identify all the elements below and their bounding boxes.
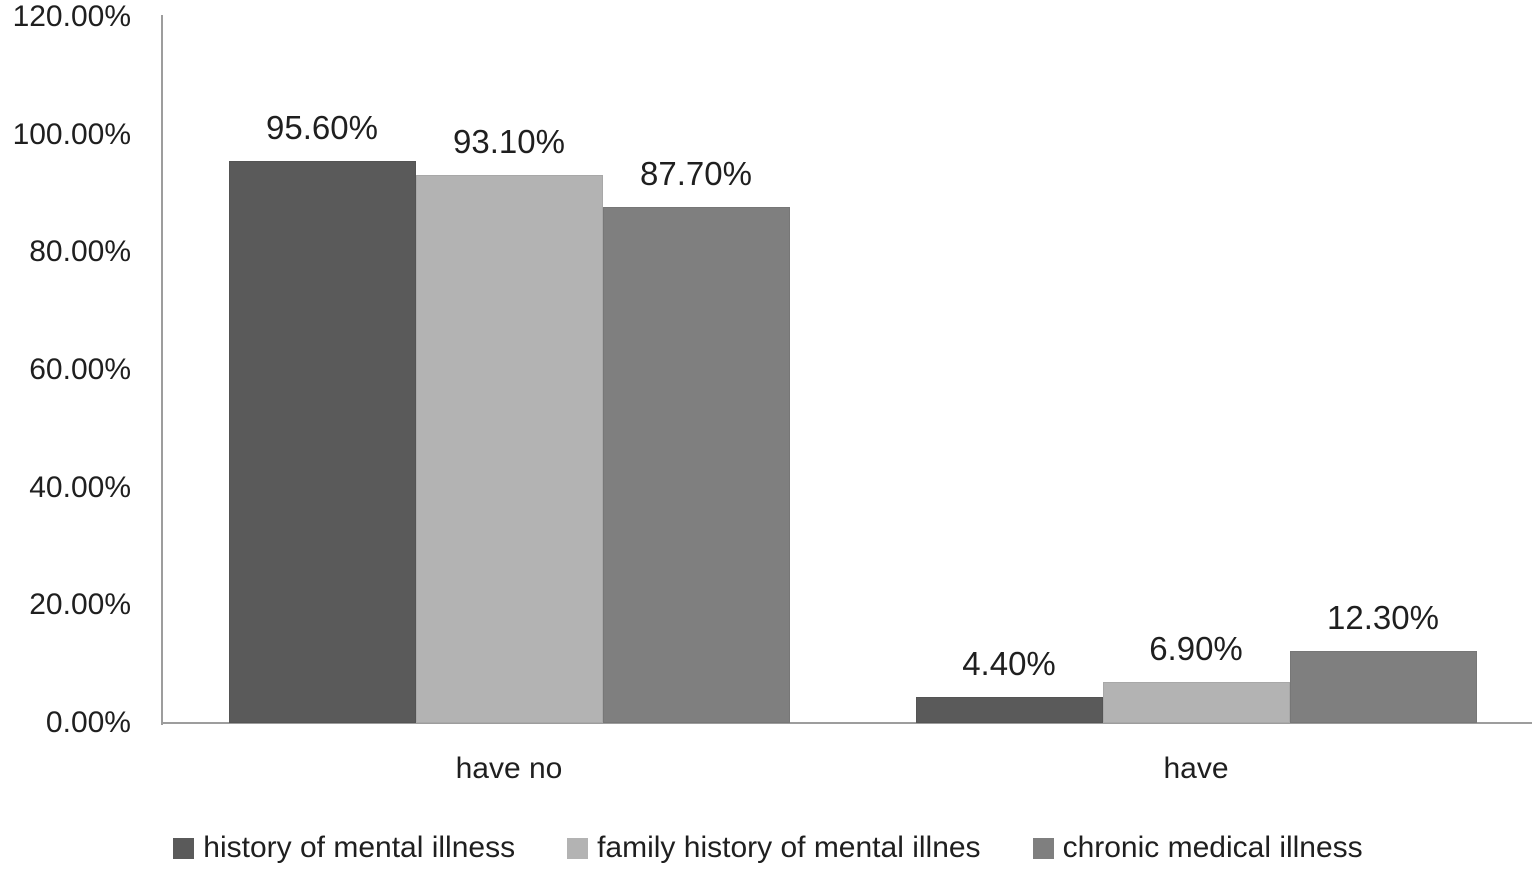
legend-swatch-icon (173, 837, 195, 859)
legend-label: family history of mental illnes (597, 831, 981, 864)
legend-label: chronic medical illness (1062, 831, 1363, 864)
bar-series3-cat2 (1289, 650, 1477, 723)
bar-value-label: 6.90% (1149, 630, 1243, 668)
bar-value-label: 87.70% (640, 155, 752, 193)
legend-item-series1: history of mental illness (173, 831, 515, 865)
y-axis-tick-label: 0.00% (45, 706, 131, 739)
y-axis-tick-label: 60.00% (29, 353, 131, 386)
bar-series1-cat2 (915, 697, 1103, 723)
legend-item-series3: chronic medical illness (1032, 831, 1363, 865)
bar-value-label: 93.10% (453, 123, 565, 161)
bar-series2-cat1 (415, 175, 603, 723)
bar-series2-cat2 (1102, 682, 1290, 723)
legend-label: history of mental illness (203, 831, 516, 864)
chart-legend: history of mental illness family history … (0, 826, 1536, 870)
bar-series3-cat1 (602, 207, 790, 723)
legend-item-series2: family history of mental illnes (567, 831, 981, 865)
y-axis-tick-label: 20.00% (29, 588, 131, 622)
bar-value-label: 12.30% (1327, 598, 1439, 636)
y-axis-tick-label: 120.00% (12, 0, 131, 33)
y-axis-tick-label: 40.00% (29, 470, 131, 504)
legend-swatch-icon (1032, 837, 1054, 859)
y-axis-line (161, 15, 163, 725)
bar-value-label: 95.60% (266, 108, 378, 146)
y-axis-tick-label: 100.00% (12, 117, 131, 151)
bar-series1-cat1 (228, 160, 416, 723)
bar-value-label: 4.40% (962, 645, 1056, 683)
y-axis-tick-label: 80.00% (29, 235, 131, 269)
x-axis-line (161, 722, 1532, 724)
x-axis-category-label: have (1163, 752, 1229, 785)
legend-swatch-icon (567, 837, 589, 859)
x-axis-category-label: have no (455, 752, 563, 785)
